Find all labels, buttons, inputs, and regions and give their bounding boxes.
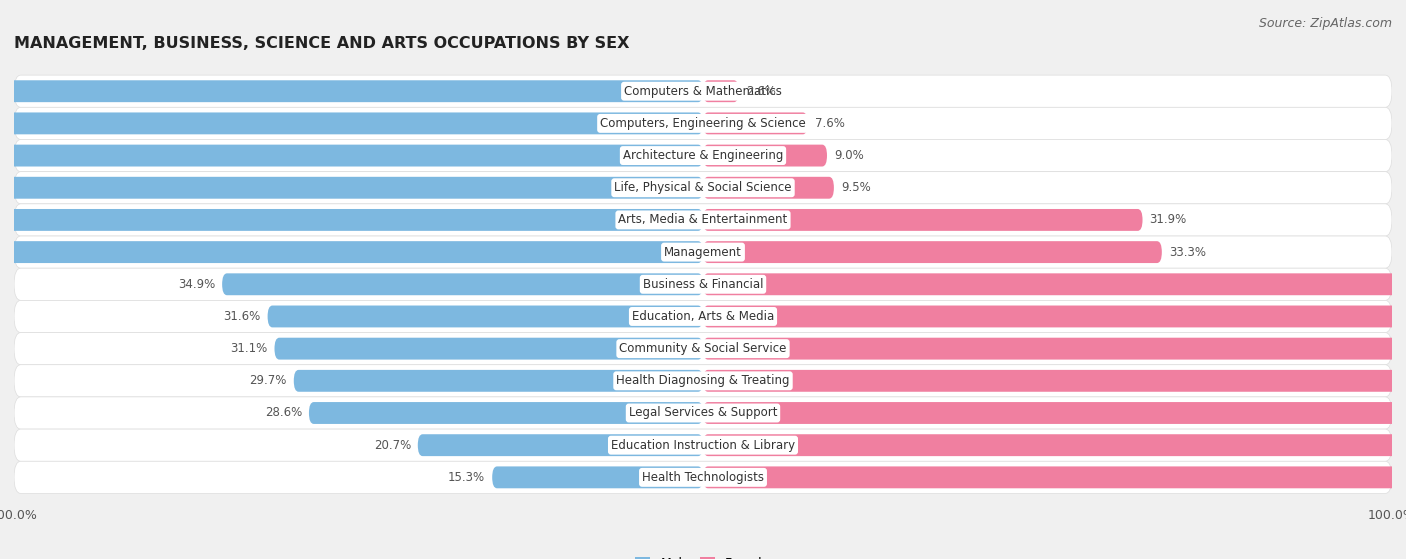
FancyBboxPatch shape bbox=[309, 402, 703, 424]
FancyBboxPatch shape bbox=[14, 429, 1392, 461]
Text: 20.7%: 20.7% bbox=[374, 439, 411, 452]
Text: Architecture & Engineering: Architecture & Engineering bbox=[623, 149, 783, 162]
Text: 31.6%: 31.6% bbox=[224, 310, 260, 323]
FancyBboxPatch shape bbox=[0, 209, 703, 231]
FancyBboxPatch shape bbox=[14, 236, 1392, 268]
Text: Education Instruction & Library: Education Instruction & Library bbox=[612, 439, 794, 452]
Text: 31.9%: 31.9% bbox=[1150, 214, 1187, 226]
Legend: Male, Female: Male, Female bbox=[630, 552, 776, 559]
FancyBboxPatch shape bbox=[703, 177, 834, 198]
FancyBboxPatch shape bbox=[14, 172, 1392, 204]
FancyBboxPatch shape bbox=[703, 241, 1161, 263]
Text: Health Technologists: Health Technologists bbox=[643, 471, 763, 484]
Text: MANAGEMENT, BUSINESS, SCIENCE AND ARTS OCCUPATIONS BY SEX: MANAGEMENT, BUSINESS, SCIENCE AND ARTS O… bbox=[14, 36, 630, 51]
FancyBboxPatch shape bbox=[703, 466, 1406, 489]
Text: 9.5%: 9.5% bbox=[841, 181, 870, 194]
FancyBboxPatch shape bbox=[703, 209, 1143, 231]
FancyBboxPatch shape bbox=[222, 273, 703, 295]
FancyBboxPatch shape bbox=[0, 145, 703, 167]
Text: 33.3%: 33.3% bbox=[1168, 245, 1206, 259]
Text: Computers, Engineering & Science: Computers, Engineering & Science bbox=[600, 117, 806, 130]
FancyBboxPatch shape bbox=[703, 80, 738, 102]
FancyBboxPatch shape bbox=[14, 75, 1392, 107]
FancyBboxPatch shape bbox=[14, 397, 1392, 429]
FancyBboxPatch shape bbox=[267, 306, 703, 328]
FancyBboxPatch shape bbox=[14, 140, 1392, 172]
Text: Computers & Mathematics: Computers & Mathematics bbox=[624, 85, 782, 98]
Text: Life, Physical & Social Science: Life, Physical & Social Science bbox=[614, 181, 792, 194]
FancyBboxPatch shape bbox=[14, 107, 1392, 140]
FancyBboxPatch shape bbox=[703, 434, 1406, 456]
Text: 7.6%: 7.6% bbox=[814, 117, 845, 130]
Text: 29.7%: 29.7% bbox=[249, 375, 287, 387]
FancyBboxPatch shape bbox=[703, 112, 807, 134]
Text: 28.6%: 28.6% bbox=[264, 406, 302, 419]
Text: Health Diagnosing & Treating: Health Diagnosing & Treating bbox=[616, 375, 790, 387]
Text: 31.1%: 31.1% bbox=[231, 342, 267, 355]
Text: 15.3%: 15.3% bbox=[449, 471, 485, 484]
Text: 9.0%: 9.0% bbox=[834, 149, 863, 162]
FancyBboxPatch shape bbox=[703, 338, 1406, 359]
FancyBboxPatch shape bbox=[14, 268, 1392, 300]
Text: Legal Services & Support: Legal Services & Support bbox=[628, 406, 778, 419]
Text: 34.9%: 34.9% bbox=[179, 278, 215, 291]
FancyBboxPatch shape bbox=[418, 434, 703, 456]
Text: Business & Financial: Business & Financial bbox=[643, 278, 763, 291]
Text: Source: ZipAtlas.com: Source: ZipAtlas.com bbox=[1258, 17, 1392, 30]
FancyBboxPatch shape bbox=[14, 300, 1392, 333]
Text: 2.6%: 2.6% bbox=[745, 85, 776, 98]
FancyBboxPatch shape bbox=[14, 333, 1392, 364]
FancyBboxPatch shape bbox=[0, 241, 703, 263]
FancyBboxPatch shape bbox=[0, 112, 703, 134]
FancyBboxPatch shape bbox=[0, 80, 703, 102]
FancyBboxPatch shape bbox=[14, 204, 1392, 236]
FancyBboxPatch shape bbox=[703, 402, 1406, 424]
FancyBboxPatch shape bbox=[14, 364, 1392, 397]
Text: Arts, Media & Entertainment: Arts, Media & Entertainment bbox=[619, 214, 787, 226]
FancyBboxPatch shape bbox=[294, 370, 703, 392]
Text: Community & Social Service: Community & Social Service bbox=[619, 342, 787, 355]
FancyBboxPatch shape bbox=[703, 145, 827, 167]
FancyBboxPatch shape bbox=[703, 273, 1406, 295]
Text: Management: Management bbox=[664, 245, 742, 259]
FancyBboxPatch shape bbox=[14, 461, 1392, 494]
FancyBboxPatch shape bbox=[703, 306, 1406, 328]
Text: Education, Arts & Media: Education, Arts & Media bbox=[631, 310, 775, 323]
FancyBboxPatch shape bbox=[703, 370, 1406, 392]
FancyBboxPatch shape bbox=[0, 177, 703, 198]
FancyBboxPatch shape bbox=[492, 466, 703, 489]
FancyBboxPatch shape bbox=[274, 338, 703, 359]
